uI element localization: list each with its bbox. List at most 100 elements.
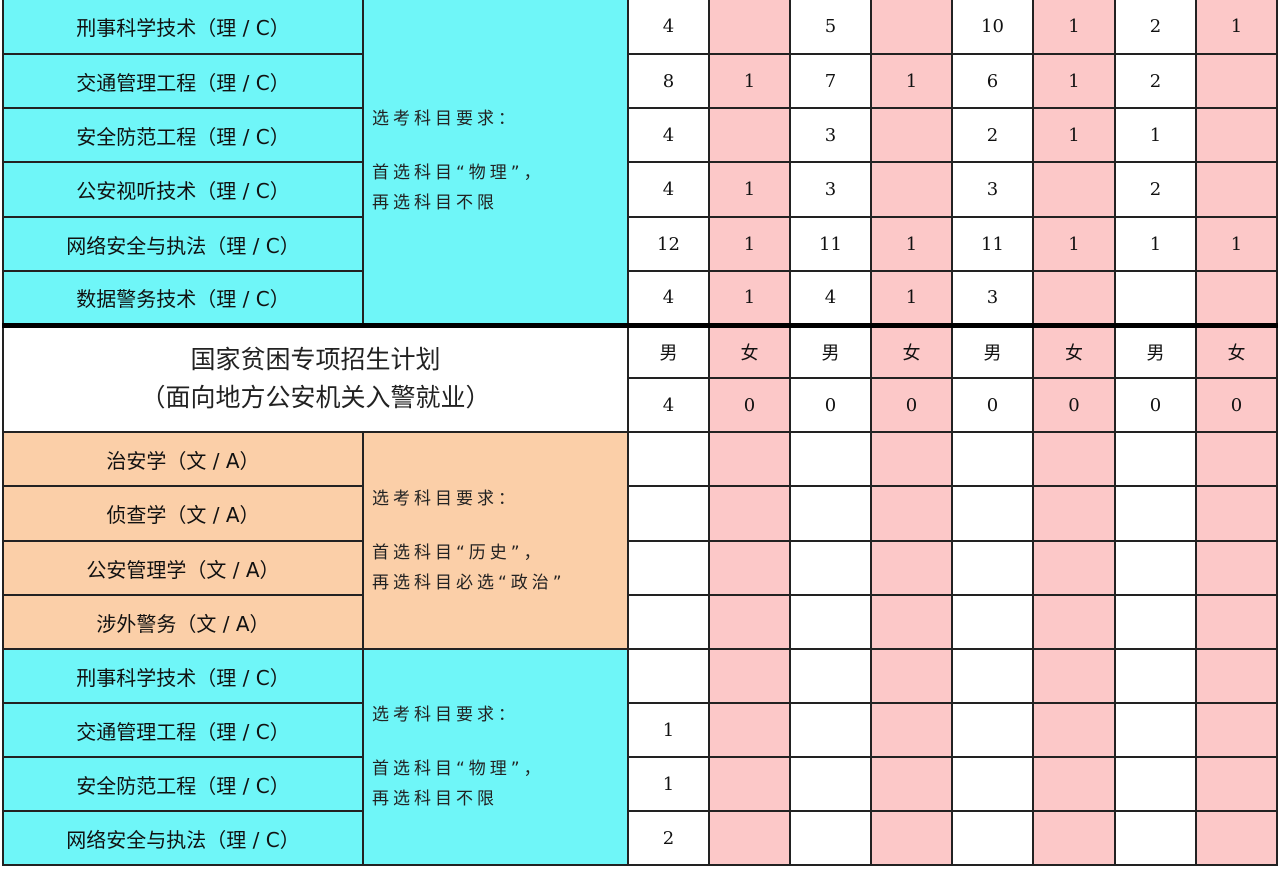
female-count: [870, 756, 953, 812]
male-count: 10: [951, 0, 1034, 55]
female-count: [1195, 270, 1278, 326]
female-count: [1195, 810, 1278, 866]
gender-header: 男: [951, 322, 1034, 379]
table-row: 涉外警务（文 / A）: [2, 594, 1278, 650]
poverty-plan-count: 0: [708, 377, 791, 433]
female-count: [708, 540, 791, 596]
female-count: 1: [870, 216, 953, 272]
male-count: [1114, 702, 1197, 758]
female-count: [1032, 648, 1116, 704]
female-count: 1: [708, 270, 791, 326]
female-count: 1: [1032, 107, 1116, 163]
female-count: [870, 161, 953, 218]
major-name: 安全防范工程（理 / C）: [2, 107, 364, 163]
female-count: [1195, 594, 1278, 650]
female-count: [870, 431, 953, 487]
male-count: 2: [1114, 0, 1197, 55]
male-count: [789, 810, 872, 866]
male-count: 3: [951, 270, 1034, 326]
poverty-plan-count: 0: [1032, 377, 1116, 433]
male-count: [951, 702, 1034, 758]
male-count: 4: [627, 161, 710, 218]
male-count: [627, 594, 710, 650]
male-count: 1: [627, 756, 710, 812]
male-count: 4: [627, 0, 710, 55]
gender-header: 女: [1032, 322, 1116, 379]
male-count: 4: [789, 270, 872, 326]
title-line: 国家贫困专项招生计划: [190, 345, 441, 375]
male-count: [951, 540, 1034, 596]
table-row: 刑事科学技术（理 / C） 选考科目要求： 首选科目“物理”， 再选科目不限: [2, 648, 1278, 866]
requirement-line: 选考科目要求：: [372, 705, 519, 725]
male-count: [789, 648, 872, 704]
requirement-line: 首选科目“物理”，: [372, 759, 545, 779]
female-count: [1195, 702, 1278, 758]
male-count: 4: [627, 270, 710, 326]
female-count: [1195, 756, 1278, 812]
table-row: 公安视听技术（理 / C） 4 1 3 3 2: [2, 161, 1278, 218]
male-count: [1114, 270, 1197, 326]
major-name: 交通管理工程（理 / C）: [2, 53, 364, 109]
poverty-plan-count: 0: [951, 377, 1034, 433]
major-name: 涉外警务（文 / A）: [2, 594, 364, 650]
female-count: [870, 810, 953, 866]
male-count: 1: [1114, 216, 1197, 272]
major-name: 公安视听技术（理 / C）: [2, 161, 364, 218]
male-count: [1114, 810, 1197, 866]
female-count: 1: [708, 216, 791, 272]
male-count: [789, 756, 872, 812]
female-count: 1: [1195, 216, 1278, 272]
male-count: [1114, 431, 1197, 487]
male-count: 1: [627, 702, 710, 758]
male-count: [951, 648, 1034, 704]
table-row: 公安管理学（文 / A）: [2, 540, 1278, 596]
table-row: 数据警务技术（理 / C） 4 1 4 1 3: [2, 270, 1278, 326]
female-count: [1195, 53, 1278, 109]
gender-header: 女: [1195, 322, 1278, 379]
male-count: 2: [951, 107, 1034, 163]
female-count: [1032, 702, 1116, 758]
female-count: [1032, 270, 1116, 326]
female-count: [1195, 540, 1278, 596]
major-name: 数据警务技术（理 / C）: [2, 270, 364, 326]
female-count: 1: [1195, 0, 1278, 55]
major-name: 治安学（文 / A）: [2, 431, 364, 487]
female-count: [708, 0, 791, 55]
male-count: [1114, 485, 1197, 542]
table-row: 安全防范工程（理 / C） 4 3 2 1 1: [2, 107, 1278, 163]
female-count: 1: [1032, 0, 1116, 55]
female-count: [1195, 648, 1278, 704]
gender-header: 女: [708, 322, 791, 379]
female-count: [708, 485, 791, 542]
poverty-plan-count: 0: [1195, 377, 1278, 433]
male-count: [627, 431, 710, 487]
male-count: 7: [789, 53, 872, 109]
female-count: 1: [708, 161, 791, 218]
female-count: 1: [1032, 216, 1116, 272]
major-name: 网络安全与执法（理 / C）: [2, 810, 364, 866]
male-count: 6: [951, 53, 1034, 109]
female-count: [1032, 756, 1116, 812]
male-count: [951, 485, 1034, 542]
female-count: [870, 107, 953, 163]
female-count: [870, 594, 953, 650]
requirement-line: 选考科目要求：: [372, 109, 519, 130]
male-count: 2: [627, 810, 710, 866]
female-count: [1032, 485, 1116, 542]
female-count: 1: [870, 53, 953, 109]
female-count: [708, 431, 791, 487]
subject-requirement: 选考科目要求： 首选科目“历史”， 再选科目必选“政治”: [362, 431, 629, 650]
major-name: 刑事科学技术（理 / C）: [2, 0, 364, 55]
poverty-plan-count: 0: [789, 377, 872, 433]
requirement-line: 选考科目要求：: [372, 488, 519, 509]
subject-requirement: 选考科目要求： 首选科目“物理”， 再选科目不限: [362, 0, 629, 326]
table-row: 治安学（文 / A） 选考科目要求： 首选科目“历史”， 再选科目必选“政治”: [2, 431, 1278, 650]
female-count: [1195, 161, 1278, 218]
female-count: [708, 648, 791, 704]
female-count: [1032, 594, 1116, 650]
male-count: 2: [1114, 53, 1197, 109]
male-count: 11: [951, 216, 1034, 272]
male-count: [627, 648, 710, 704]
table-row: 国家贫困专项招生计划 （面向地方公安机关入警就业）男女男女男女男女: [2, 322, 1278, 433]
